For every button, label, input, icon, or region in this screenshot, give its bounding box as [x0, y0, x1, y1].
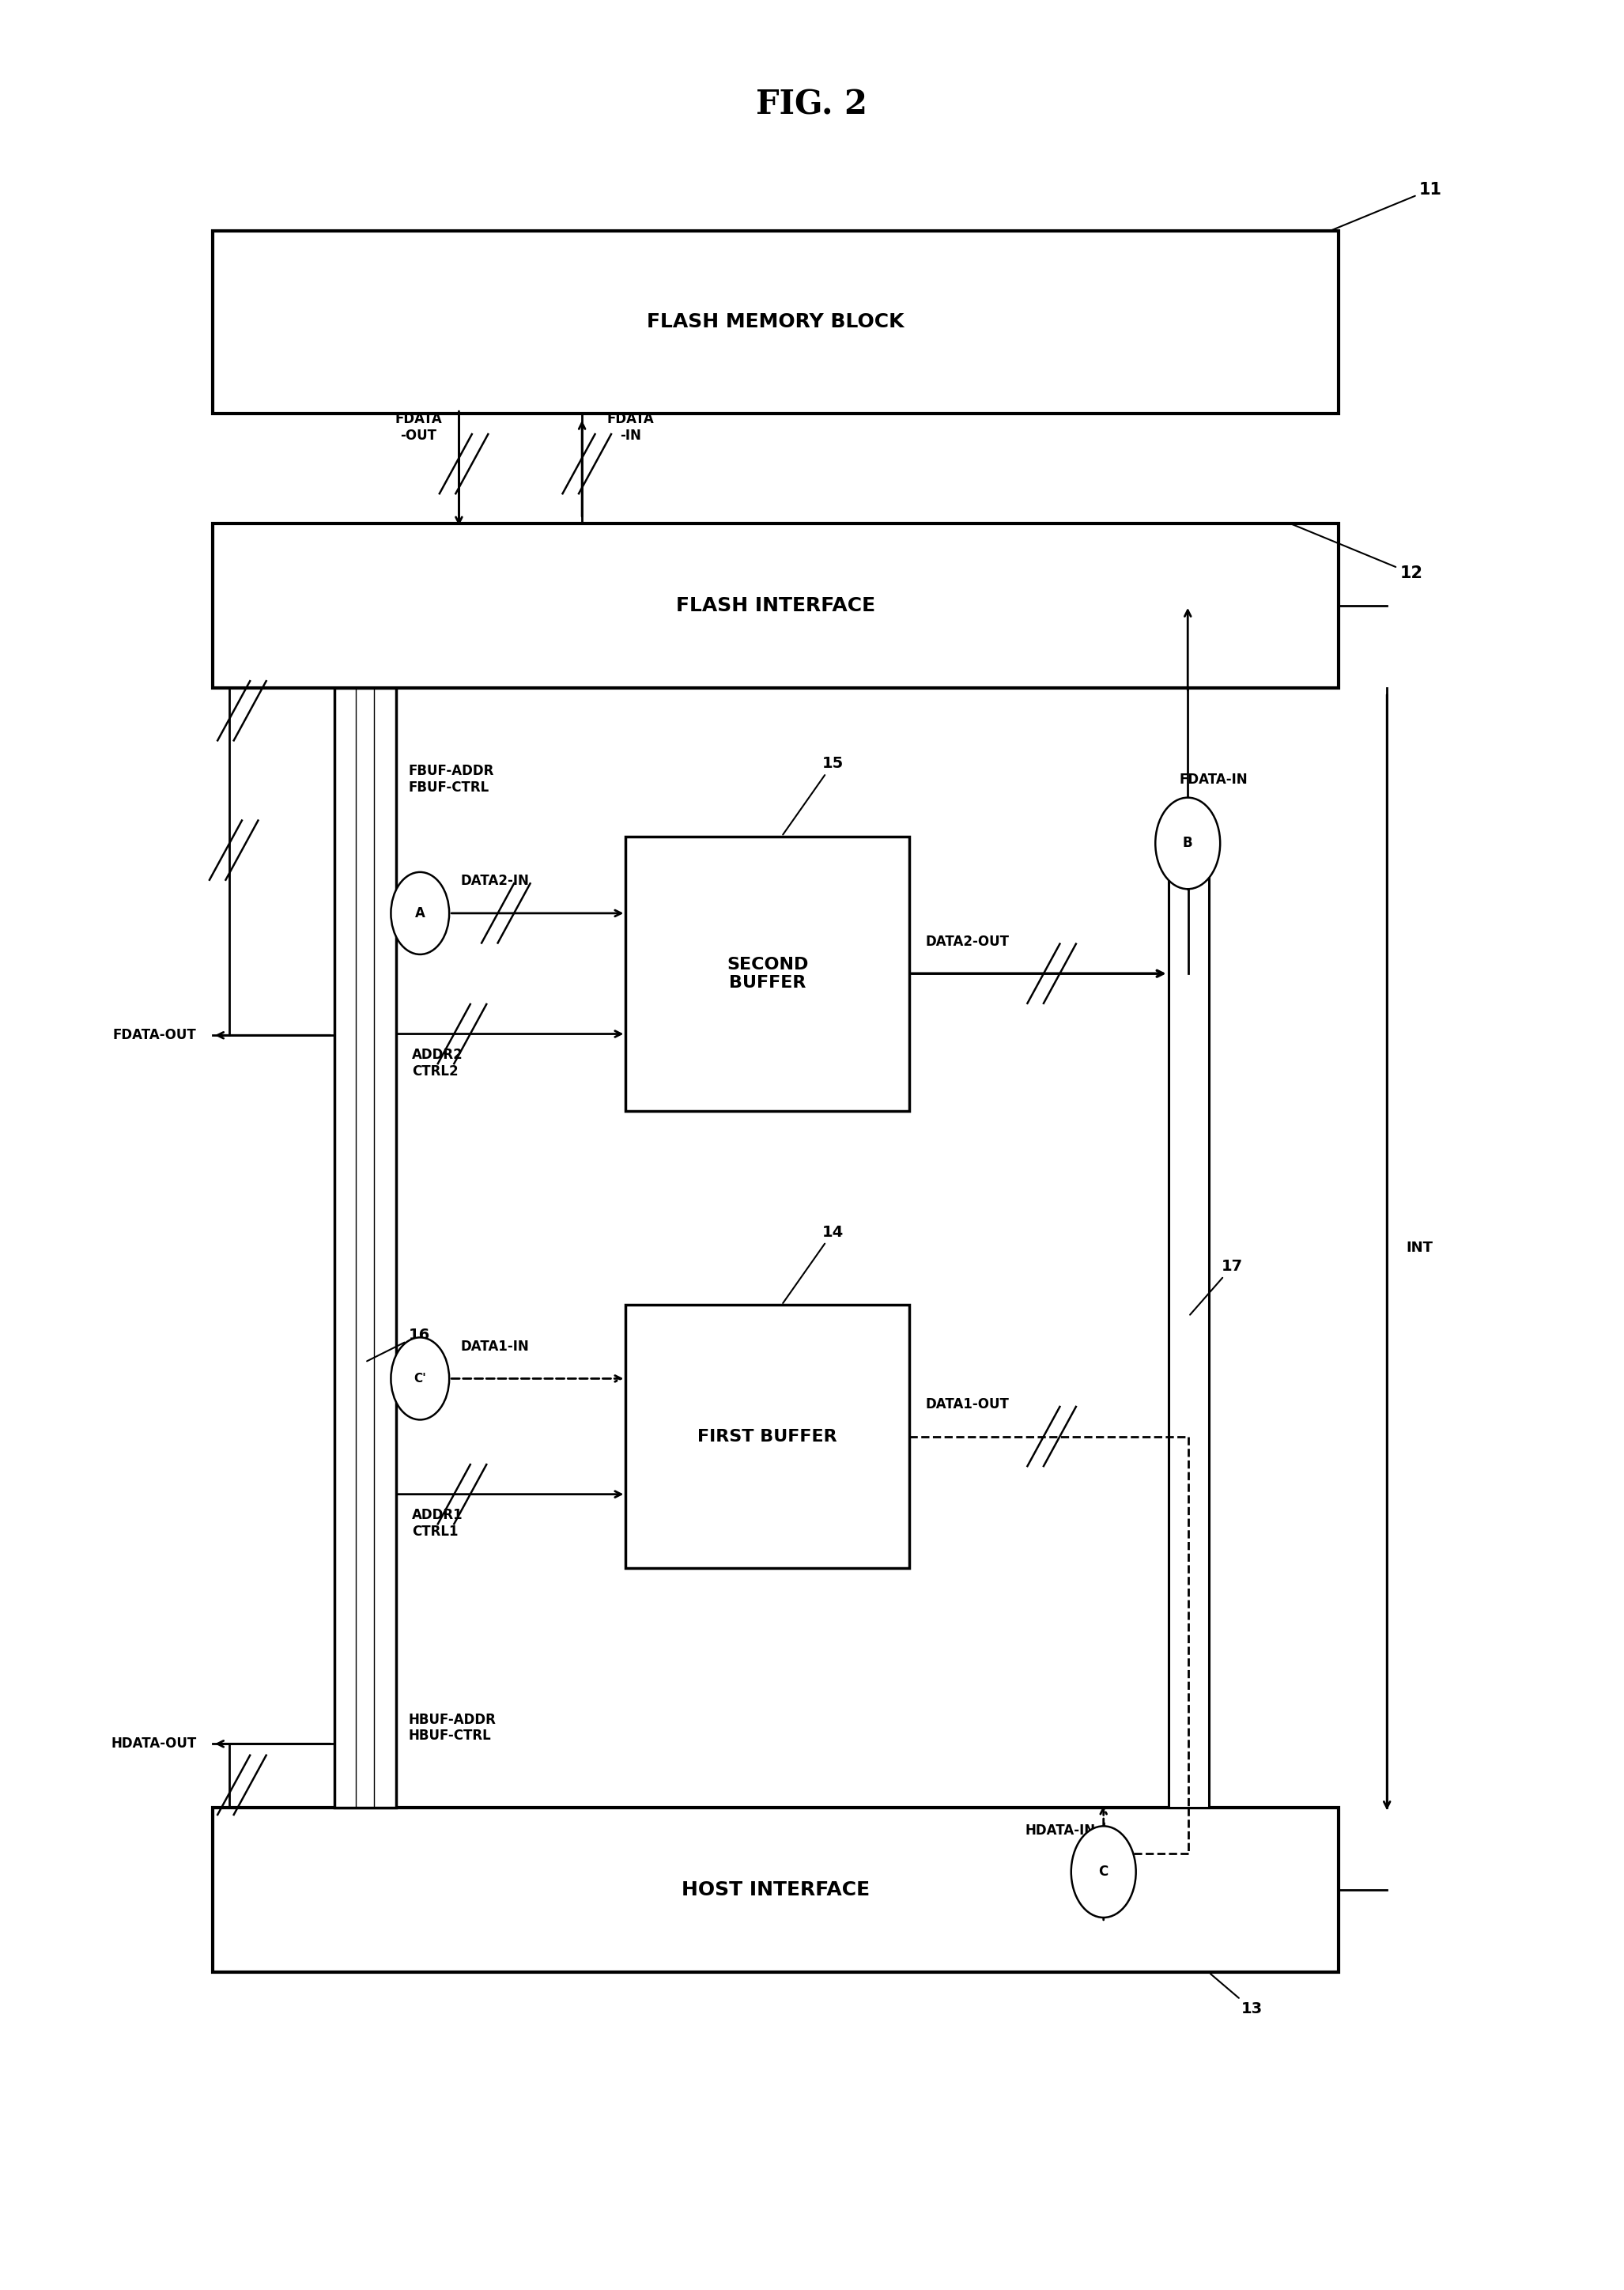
Bar — [625, 836, 909, 1111]
Text: DATA1-OUT: DATA1-OUT — [926, 1397, 1009, 1411]
Text: INT: INT — [1406, 1241, 1434, 1255]
Text: C': C' — [414, 1372, 427, 1385]
Text: DATA2-IN: DATA2-IN — [461, 875, 529, 889]
Bar — [213, 524, 1338, 687]
Text: 17: 17 — [1190, 1260, 1244, 1314]
Text: FLASH INTERFACE: FLASH INTERFACE — [676, 595, 875, 616]
Text: B: B — [1182, 836, 1192, 850]
Text: FBUF-ADDR
FBUF-CTRL: FBUF-ADDR FBUF-CTRL — [409, 765, 494, 795]
Text: SECOND
BUFFER: SECOND BUFFER — [726, 957, 809, 992]
Text: 16: 16 — [367, 1328, 430, 1360]
Circle shape — [391, 1337, 450, 1420]
Bar — [213, 1807, 1338, 1972]
Text: FDATA
-IN: FDATA -IN — [607, 412, 654, 442]
Circle shape — [391, 872, 450, 955]
Text: FDATA-IN: FDATA-IN — [1179, 772, 1249, 785]
Bar — [1168, 824, 1208, 1807]
Text: A: A — [416, 907, 425, 921]
Text: 13: 13 — [1210, 1974, 1262, 2017]
Text: FLASH MEMORY BLOCK: FLASH MEMORY BLOCK — [646, 314, 905, 332]
Text: 14: 14 — [783, 1225, 843, 1303]
Text: FDATA-OUT: FDATA-OUT — [114, 1028, 197, 1042]
Circle shape — [1155, 797, 1220, 889]
Text: DATA2-OUT: DATA2-OUT — [926, 934, 1009, 948]
Text: DATA1-IN: DATA1-IN — [461, 1340, 529, 1353]
Text: ADDR2
CTRL2: ADDR2 CTRL2 — [412, 1047, 463, 1079]
Circle shape — [1072, 1825, 1135, 1917]
Text: FDATA
-OUT: FDATA -OUT — [395, 412, 442, 442]
Text: FIG. 2: FIG. 2 — [757, 89, 867, 121]
Bar — [335, 687, 396, 1807]
Text: HDATA-IN: HDATA-IN — [1025, 1823, 1096, 1839]
Text: 11: 11 — [1332, 181, 1442, 229]
Text: 15: 15 — [783, 756, 843, 834]
Text: C: C — [1099, 1864, 1108, 1878]
Text: HBUF-ADDR
HBUF-CTRL: HBUF-ADDR HBUF-CTRL — [409, 1713, 497, 1743]
Text: FIRST BUFFER: FIRST BUFFER — [698, 1429, 838, 1445]
Text: 12: 12 — [1291, 524, 1423, 582]
Text: HDATA-OUT: HDATA-OUT — [110, 1736, 197, 1752]
Text: ADDR1
CTRL1: ADDR1 CTRL1 — [412, 1507, 463, 1539]
Text: HOST INTERFACE: HOST INTERFACE — [682, 1880, 870, 1901]
Bar — [625, 1305, 909, 1569]
Bar — [213, 231, 1338, 414]
